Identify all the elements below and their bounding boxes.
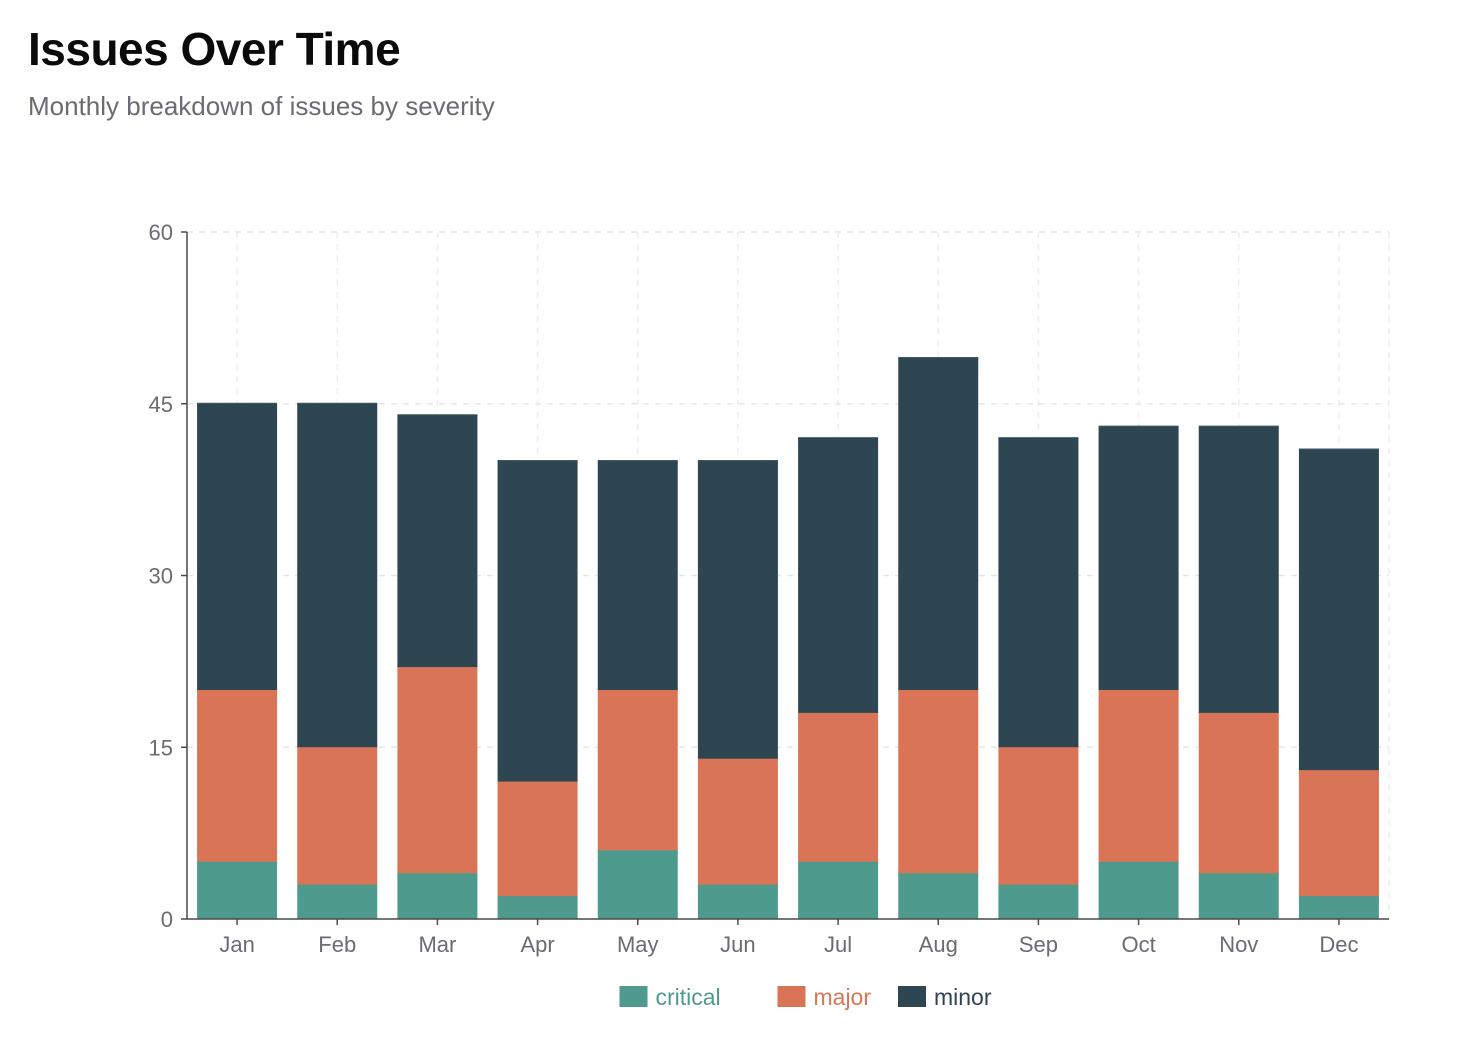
chart-subtitle: Monthly breakdown of issues by severity bbox=[28, 91, 495, 121]
bar-critical-mar bbox=[397, 873, 478, 919]
x-tick-label-oct: Oct bbox=[1121, 932, 1155, 957]
bar-major-jan bbox=[197, 690, 278, 862]
bar-critical-sep bbox=[998, 884, 1079, 919]
x-tick-label-mar: Mar bbox=[418, 932, 456, 957]
x-tick-label-may: May bbox=[617, 932, 659, 957]
bar-series bbox=[197, 356, 1379, 919]
legend-swatch-major bbox=[777, 986, 806, 1007]
chart-title: Issues Over Time bbox=[28, 23, 401, 75]
y-tick-label: 30 bbox=[149, 564, 173, 589]
x-tick-label-jun: Jun bbox=[720, 932, 755, 957]
bar-minor-jun bbox=[697, 461, 778, 759]
x-tick-label-feb: Feb bbox=[318, 932, 356, 957]
bar-minor-apr bbox=[497, 461, 578, 782]
bar-major-feb bbox=[297, 747, 378, 885]
bar-critical-feb bbox=[297, 884, 378, 919]
bar-critical-oct bbox=[1098, 861, 1179, 919]
axes: 0 15 30 45 60 Jan Feb Mar Apr May Jun Jul Aug Sep Oct N… bbox=[149, 220, 1389, 957]
y-tick-label: 60 bbox=[149, 220, 173, 245]
x-tick-label-nov: Nov bbox=[1219, 932, 1258, 957]
x-tick-label-jan: Jan bbox=[219, 932, 254, 957]
bar-major-nov bbox=[1198, 712, 1279, 874]
legend-swatch-critical bbox=[619, 986, 648, 1007]
bar-major-mar bbox=[397, 667, 478, 874]
bar-critical-jul bbox=[798, 861, 879, 919]
bar-minor-nov bbox=[1198, 426, 1279, 713]
bar-minor-may bbox=[597, 461, 678, 690]
bar-major-jun bbox=[697, 758, 778, 885]
bar-critical-apr bbox=[497, 896, 578, 919]
y-tick-label: 15 bbox=[149, 735, 173, 760]
bar-minor-jul bbox=[798, 438, 879, 713]
x-tick-label-apr: Apr bbox=[520, 932, 554, 957]
bar-major-may bbox=[597, 690, 678, 851]
y-tick-label: 45 bbox=[149, 392, 173, 417]
legend-label-critical: critical bbox=[656, 984, 721, 1010]
bar-critical-dec bbox=[1298, 896, 1379, 919]
bar-major-jul bbox=[798, 712, 879, 862]
x-tick-label-dec: Dec bbox=[1319, 932, 1358, 957]
x-tick-label-aug: Aug bbox=[919, 932, 958, 957]
bar-major-aug bbox=[898, 690, 979, 874]
x-tick-label-sep: Sep bbox=[1019, 932, 1058, 957]
legend-swatch-minor bbox=[898, 986, 926, 1007]
grid-lines bbox=[187, 231, 1390, 919]
bar-minor-mar bbox=[397, 415, 478, 668]
bar-minor-aug bbox=[898, 357, 979, 690]
legend-label-minor: minor bbox=[934, 984, 992, 1010]
bar-minor-jan bbox=[197, 403, 278, 690]
bar-critical-jan bbox=[197, 861, 278, 919]
bar-minor-feb bbox=[297, 403, 378, 748]
y-tick-label: 0 bbox=[161, 907, 173, 932]
bar-critical-aug bbox=[898, 873, 979, 919]
bar-critical-may bbox=[597, 850, 678, 919]
bar-major-sep bbox=[998, 747, 1079, 885]
x-tick-label-jul: Jul bbox=[824, 932, 852, 957]
bar-minor-sep bbox=[998, 438, 1079, 748]
bar-critical-nov bbox=[1198, 873, 1279, 919]
bar-major-dec bbox=[1298, 770, 1379, 897]
legend: critical major minor bbox=[619, 984, 992, 1010]
bar-major-oct bbox=[1098, 690, 1179, 862]
bar-minor-dec bbox=[1298, 449, 1379, 771]
bar-minor-oct bbox=[1098, 426, 1179, 690]
bar-major-apr bbox=[497, 781, 578, 897]
legend-label-major: major bbox=[814, 984, 872, 1010]
bar-critical-jun bbox=[697, 884, 778, 919]
